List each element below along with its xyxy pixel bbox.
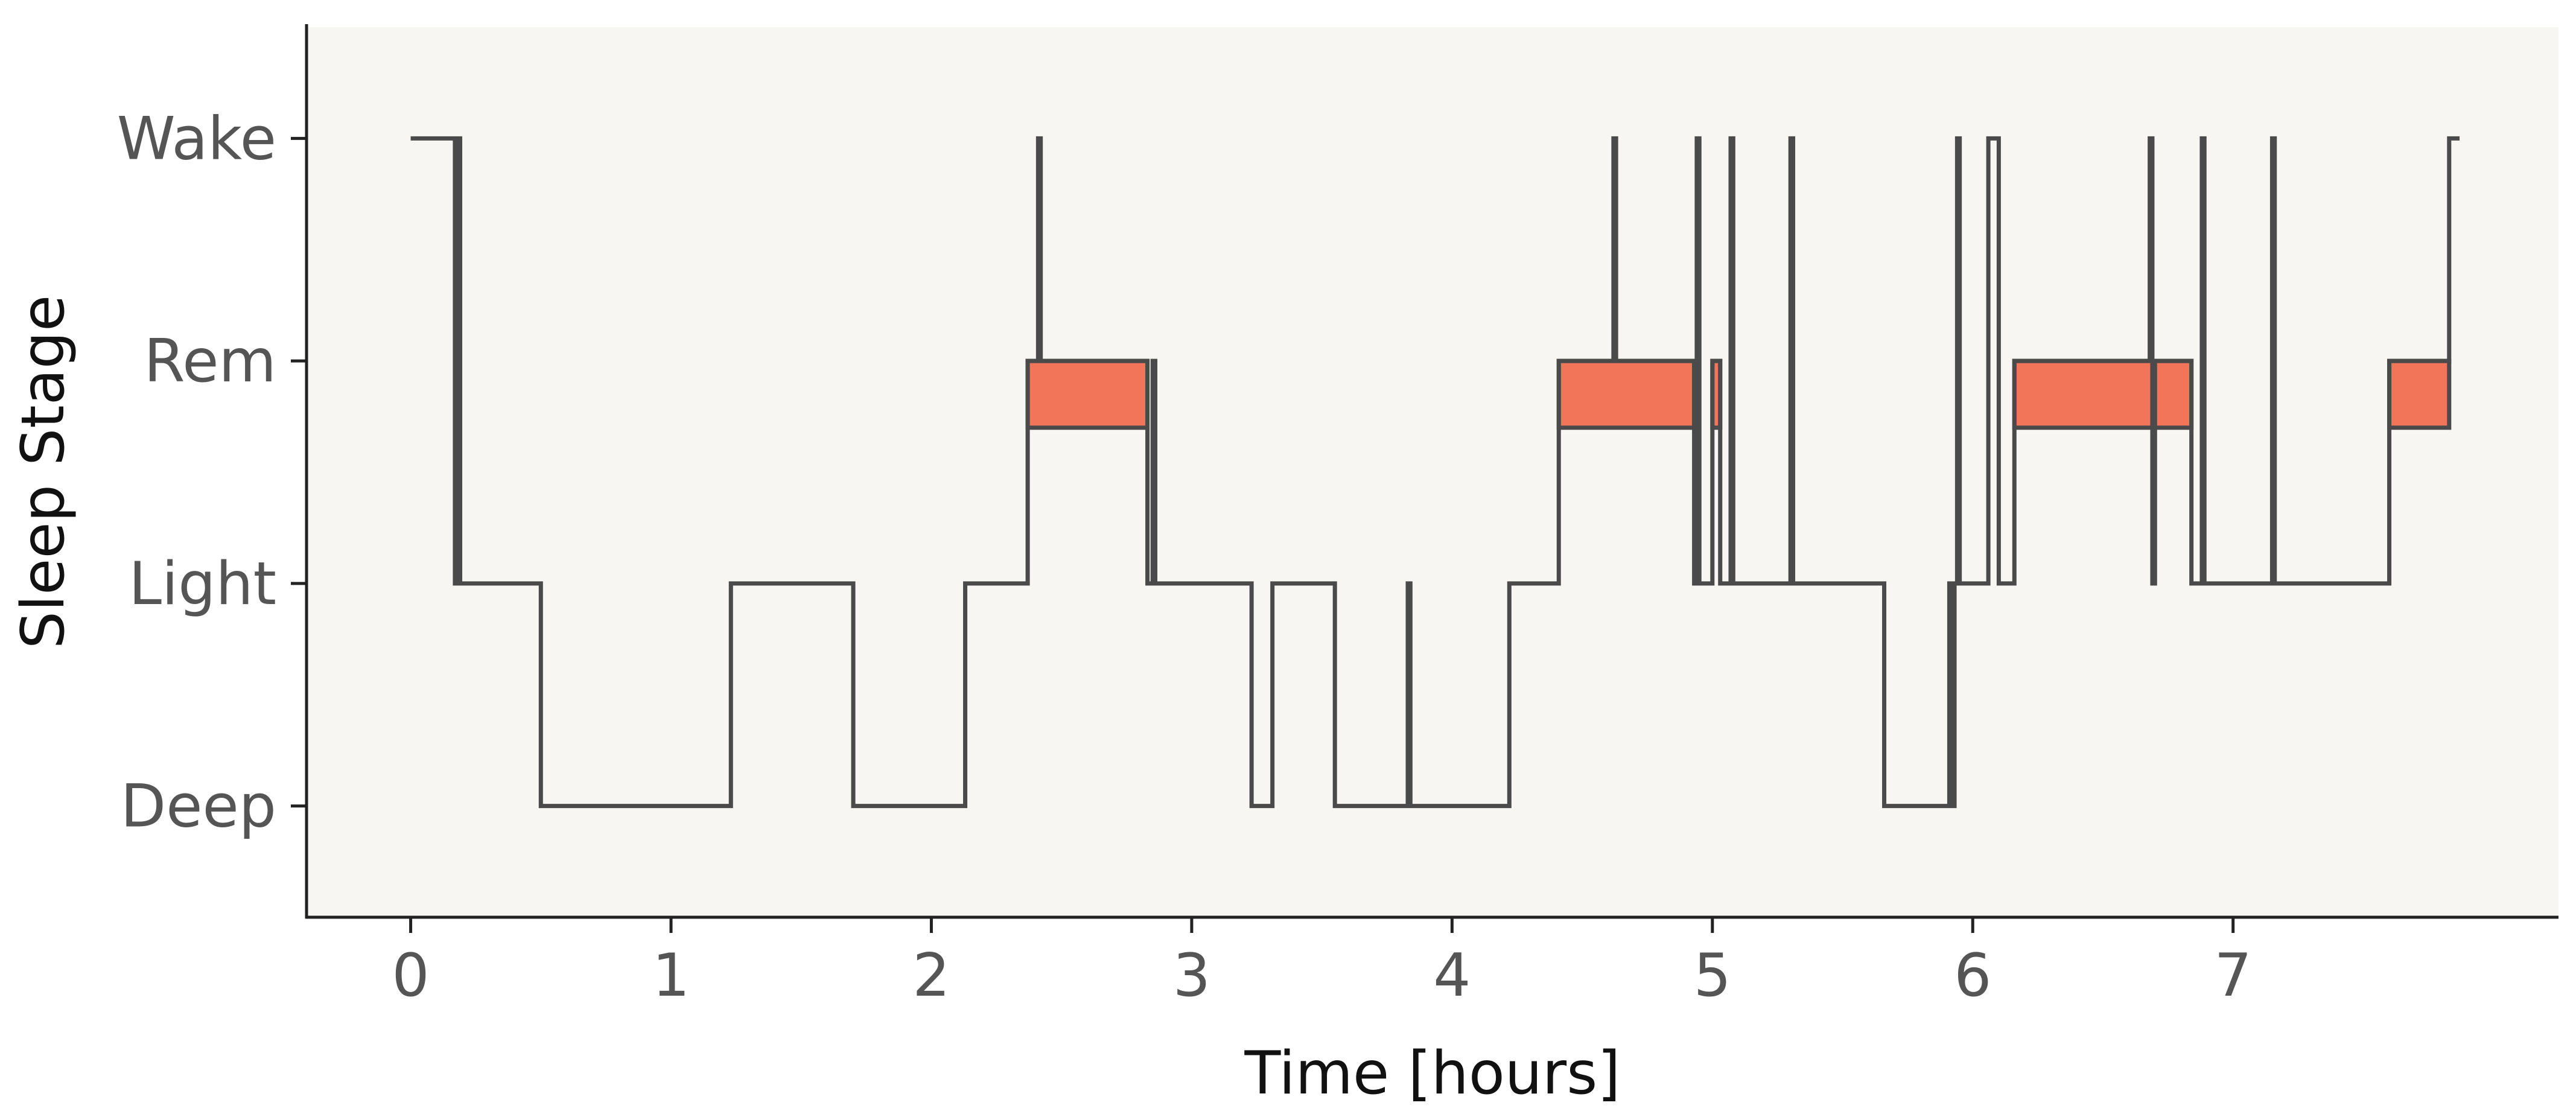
x-tick-label: 6 xyxy=(1954,941,1991,1010)
x-tick-label: 2 xyxy=(912,941,950,1010)
x-tick-label: 4 xyxy=(1433,941,1471,1010)
rem-period-bar xyxy=(1556,358,1697,430)
axes xyxy=(305,24,2559,919)
x-ticks: 0 1 2 3 4 5 6 7 xyxy=(392,917,2252,1010)
x-tick-label: 3 xyxy=(1173,941,1210,1010)
x-tick-label: 0 xyxy=(392,941,429,1010)
x-axis-label: Time [hours] xyxy=(1244,1039,1621,1108)
y-tick-label: Rem xyxy=(144,327,276,396)
rem-period-bar xyxy=(2387,358,2452,430)
x-tick-label: 1 xyxy=(652,941,690,1010)
x-tick-label: 7 xyxy=(2215,941,2252,1010)
y-ticks: Deep Light Rem Wake xyxy=(117,104,307,841)
rem-period-bar xyxy=(2012,358,2194,430)
y-axis-label: Sleep Stage xyxy=(9,295,78,649)
sleep-stage-line xyxy=(410,136,2460,809)
rem-period-bar xyxy=(1025,358,1150,430)
y-tick-label: Light xyxy=(129,550,276,619)
y-tick-label: Deep xyxy=(121,772,276,841)
x-tick-label: 5 xyxy=(1694,941,1731,1010)
plot-background xyxy=(307,27,2559,917)
y-tick-label: Wake xyxy=(117,104,276,173)
